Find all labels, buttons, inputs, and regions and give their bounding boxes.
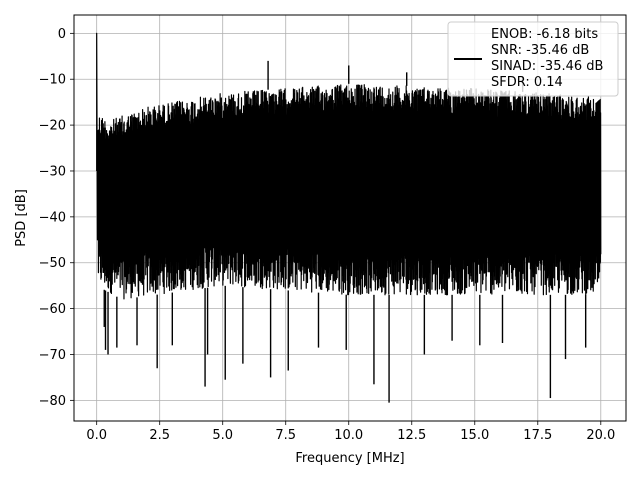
- x-tick-label: 10.0: [334, 428, 363, 443]
- x-tick-label: 12.5: [397, 428, 426, 443]
- y-tick-label: −70: [39, 348, 66, 363]
- x-tick-label: 2.5: [149, 428, 170, 443]
- y-axis-label: PSD [dB]: [14, 189, 29, 247]
- x-tick-label: 17.5: [523, 428, 552, 443]
- y-tick-label: −60: [39, 302, 66, 317]
- y-tick-label: −80: [39, 394, 66, 409]
- legend: ENOB: -6.18 bits SNR: -35.46 dB SINAD: -35…: [447, 21, 619, 97]
- y-tick-label: −40: [39, 210, 66, 225]
- psd-line: [96, 32, 602, 300]
- x-axis: 0.0 2.5 5.0 7.5 10.0 12.5 15.0 17.5 20.0: [86, 421, 615, 443]
- y-tick-label: −10: [39, 73, 66, 88]
- x-axis-label: Frequency [MHz]: [295, 451, 404, 466]
- x-tick-label: 0.0: [86, 428, 107, 443]
- x-tick-label: 5.0: [212, 428, 233, 443]
- y-axis: 0 −10 −20 −30 −40 −50 −60 −70 −80: [39, 27, 74, 409]
- series-psd: [96, 32, 602, 403]
- plot-frame: [73, 14, 627, 422]
- x-tick-label: 7.5: [275, 428, 296, 443]
- legend-entry: ENOB: -6.18 bits SNR: -35.46 dB SINAD: -35…: [491, 27, 603, 90]
- x-tick-label: 20.0: [586, 428, 615, 443]
- y-tick-label: −20: [39, 119, 66, 134]
- legend-box: [447, 21, 619, 97]
- x-tick-label: 15.0: [460, 428, 489, 443]
- y-tick-label: −30: [39, 164, 66, 179]
- y-tick-label: 0: [58, 27, 66, 42]
- y-tick-label: −50: [39, 256, 66, 271]
